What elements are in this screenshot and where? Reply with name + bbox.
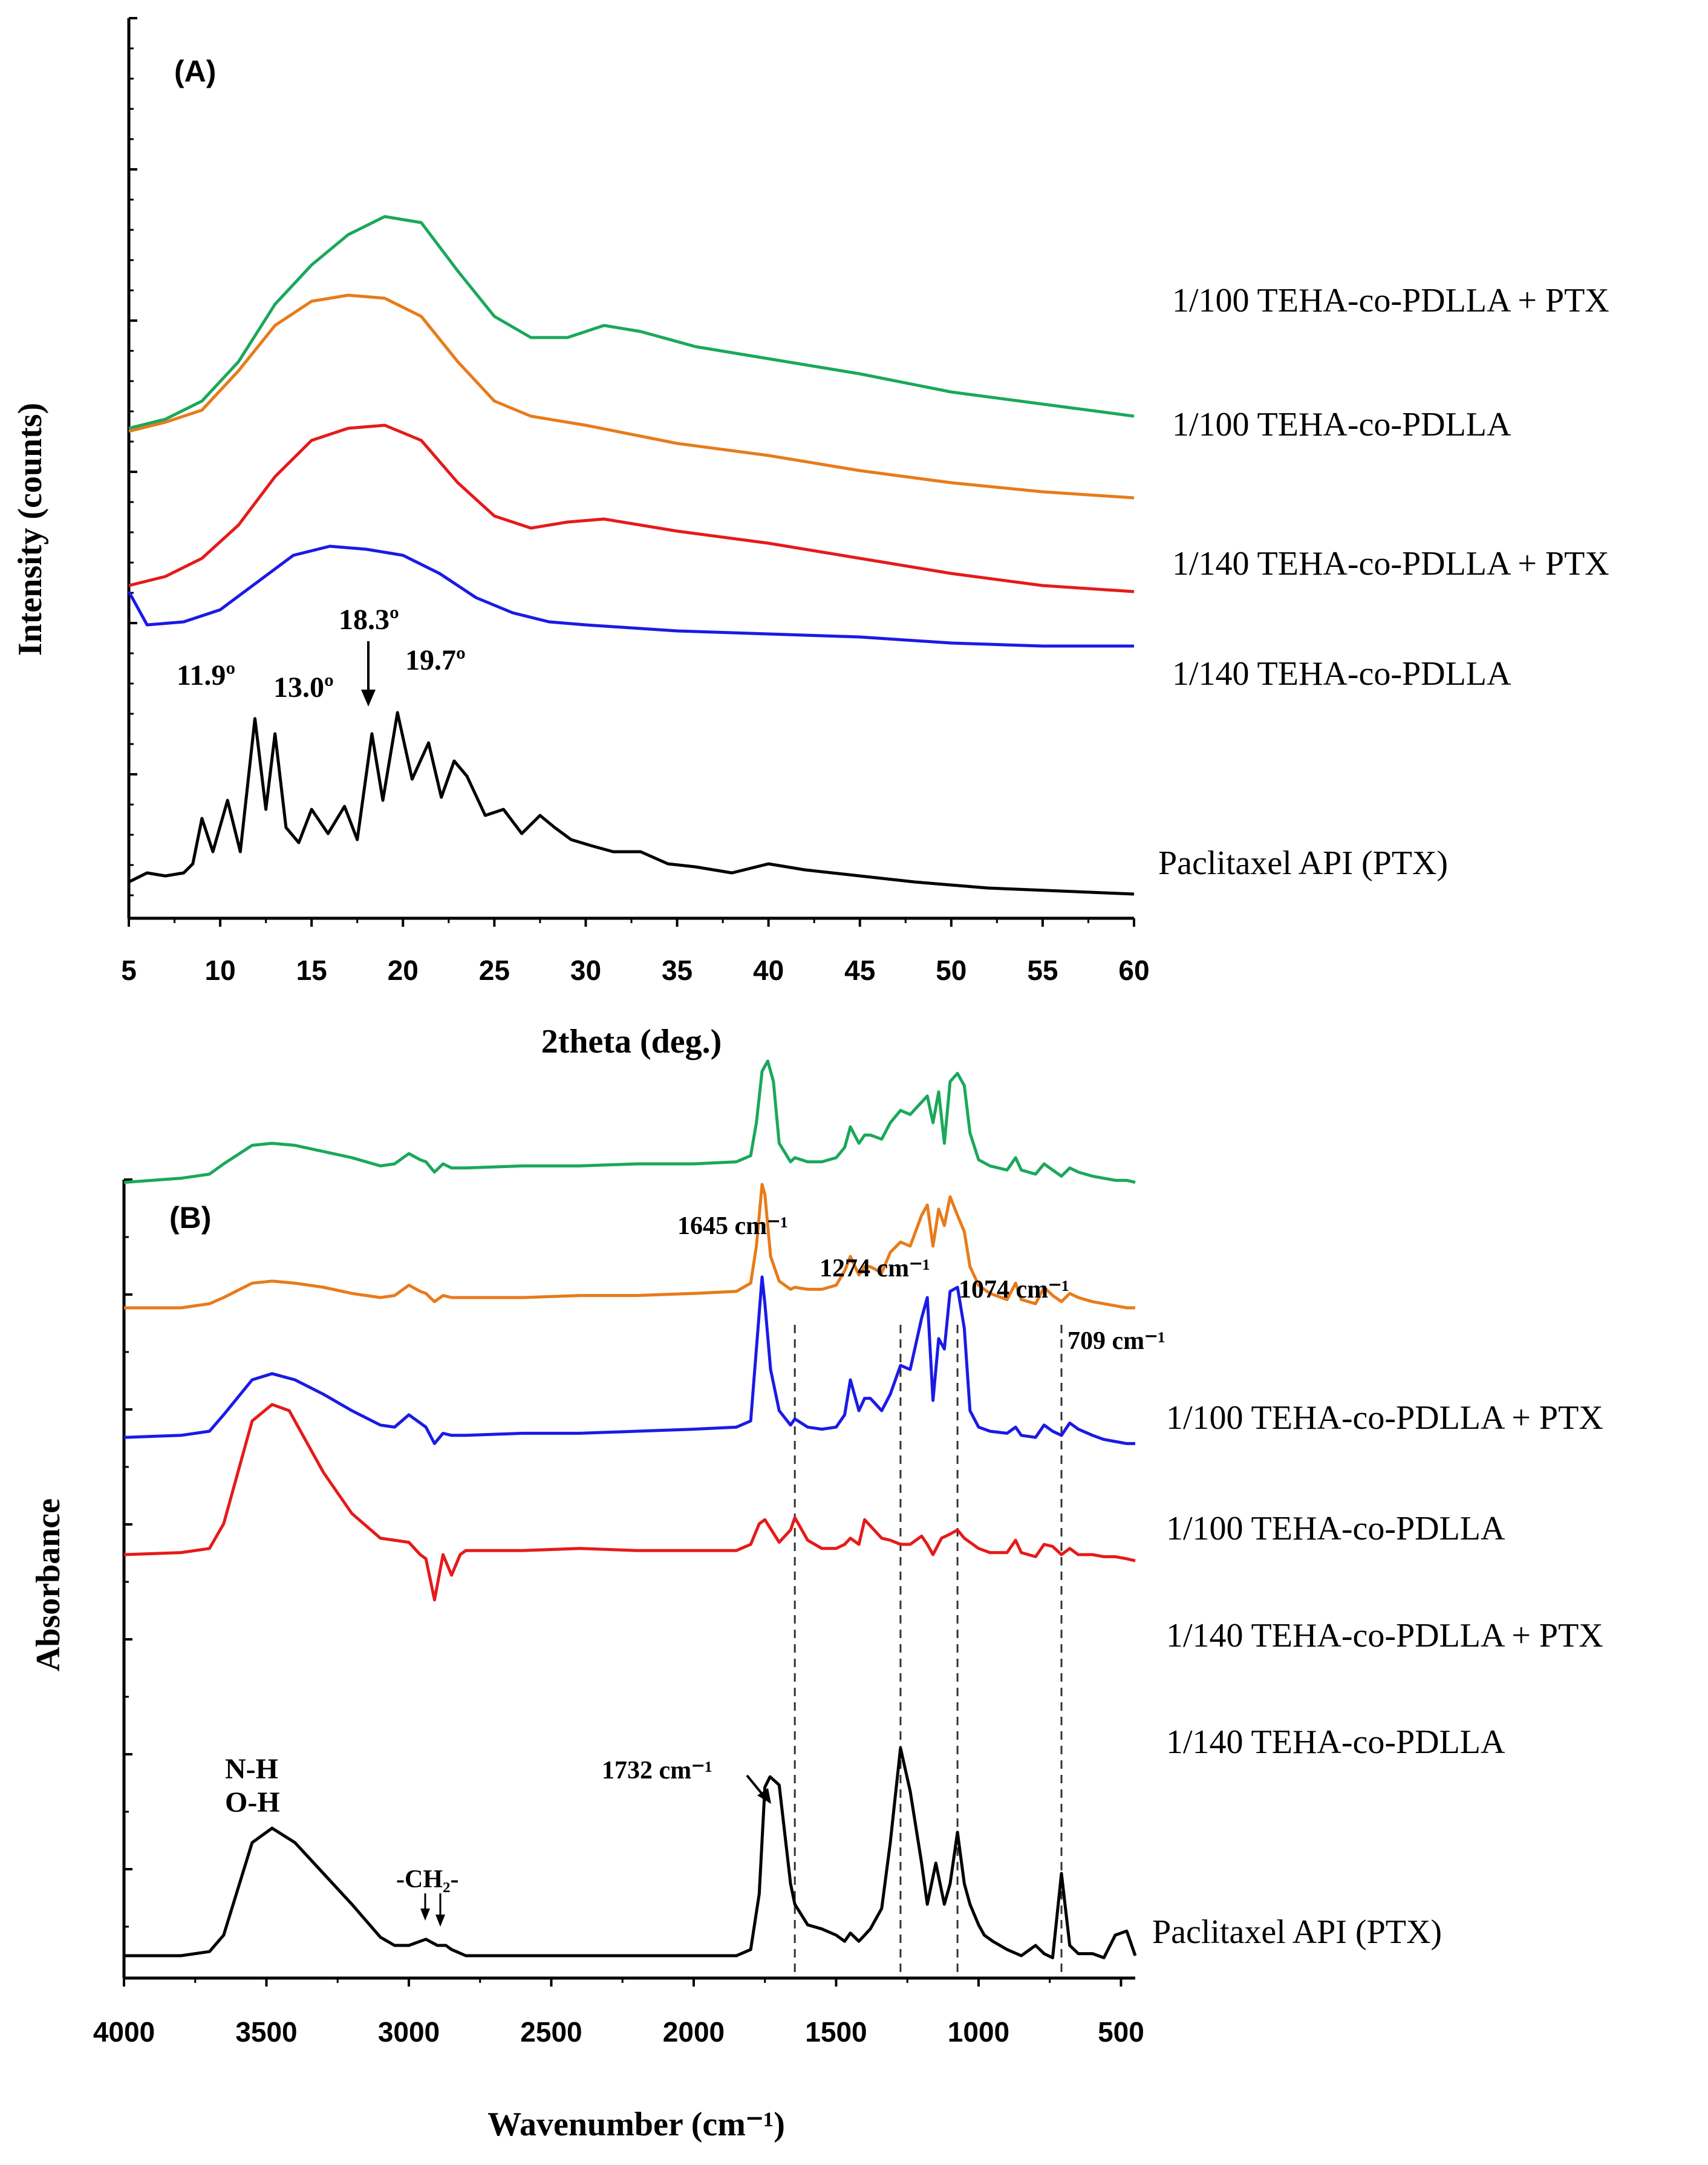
- panel-b-series-1-140-teha-co-pdlla-ptx: [123, 1275, 1135, 1445]
- panel-a-series-1-140-teha-co-pdlla: [127, 544, 1134, 648]
- band-annotation-1074: 1074 cm⁻¹: [959, 1276, 1069, 1304]
- panel-a-series-label-1-100-teha-co-pdlla: 1/100 TEHA-co-PDLLA: [1172, 406, 1511, 443]
- panel-a-y-ticks: [129, 17, 137, 896]
- panel-a-series-1-140-teha-co-pdlla-ptx: [128, 423, 1135, 593]
- panel-b-reference-lines: [794, 1325, 1063, 1978]
- panel-a-x-tick-label: 40: [753, 955, 784, 986]
- panel-a-x-tick-label: 25: [479, 955, 510, 986]
- panel-a-x-ticks: 5 10 15 20 25 30 35 40 45 50 55 60: [121, 918, 1150, 986]
- panel-a-x-tick-label: 60: [1118, 955, 1149, 986]
- band-annotation-o-h: O-H: [225, 1786, 280, 1818]
- peak-annotation-19-7: 19.7º: [405, 644, 466, 676]
- band-annotation-1732: 1732 cm⁻¹: [602, 1757, 712, 1785]
- panel-b: 4000 3500 3000 2500 2000 1500 1000 500 Paclitax…: [30, 1059, 1603, 2143]
- panel-b-series-label-1-140-teha-co-pdlla-ptx: 1/140 TEHA-co-PDLLA + PTX: [1166, 1617, 1603, 1654]
- panel-b-x-tick-label: 4000: [93, 2016, 155, 2048]
- panel-b-x-tick-label: 3500: [235, 2016, 297, 2048]
- band-annotation-ch2: -CH₂-: [396, 1866, 459, 1893]
- band-annotation-n-h: N-H: [225, 1753, 278, 1785]
- panel-b-label: (B): [169, 1201, 211, 1235]
- panel-a-x-tick-label: 5: [121, 955, 137, 986]
- band-annotation-1274: 1274 cm⁻¹: [820, 1255, 930, 1282]
- panel-a-series-label-1-100-teha-co-pdlla-ptx: 1/100 TEHA-co-PDLLA + PTX: [1172, 282, 1609, 319]
- panel-b-y-ticks: [124, 1178, 132, 1928]
- panel-a-series-1-100-teha-co-pdlla-ptx: [128, 215, 1135, 430]
- band-arrow-1732: [746, 1774, 771, 1804]
- panel-a-series-label-1-140-teha-co-pdlla-ptx: 1/140 TEHA-co-PDLLA + PTX: [1172, 545, 1609, 583]
- panel-b-series-label-1-100-teha-co-pdlla: 1/100 TEHA-co-PDLLA: [1166, 1510, 1505, 1547]
- panel-a-label: (A): [174, 54, 216, 88]
- panel-b-x-tick-label: 2500: [520, 2016, 582, 2048]
- band-arrows-ch2: [420, 1893, 445, 1927]
- panel-b-x-axis-title: Wavenumber (cm⁻¹): [487, 2106, 785, 2143]
- panel-b-x-tick-label: 3000: [378, 2016, 440, 2048]
- panel-a-x-tick-label: 35: [662, 955, 693, 986]
- panel-b-series-1-100-teha-co-pdlla-ptx: [123, 1059, 1136, 1184]
- panel-b-series-label-paclitaxel-api-ptx: Paclitaxel API (PTX): [1152, 1913, 1442, 1951]
- panel-a-x-tick-label: 50: [936, 955, 966, 986]
- panel-b-x-tick-label: 2000: [663, 2016, 725, 2048]
- panel-a-x-tick-label: 20: [388, 955, 419, 986]
- peak-annotation-18-3: 18.3º: [339, 604, 399, 636]
- panel-a-y-axis-title: Intensity (counts): [11, 403, 49, 656]
- panel-b-x-tick-label: 500: [1098, 2016, 1144, 2048]
- panel-b-y-axis-title: Absorbance: [30, 1498, 67, 1671]
- panel-a-x-tick-label: 55: [1027, 955, 1058, 986]
- panel-a-x-tick-label: 10: [205, 955, 236, 986]
- panel-a-x-tick-label: 45: [844, 955, 875, 986]
- panel-b-x-tick-label: 1500: [805, 2016, 867, 2048]
- panel-a-series-labels: Paclitaxel API (PTX) 1/140 TEHA-co-PDLLA 1…: [1158, 282, 1609, 882]
- panel-b-x-tick-label: 1000: [948, 2016, 1009, 2048]
- panel-a-series: [127, 215, 1135, 896]
- panel-b-series: [123, 1059, 1137, 1959]
- panel-b-series-1-140-teha-co-pdlla: [123, 1403, 1136, 1602]
- panel-a-x-tick-label: 30: [570, 955, 601, 986]
- panel-b-series-label-1-100-teha-co-pdlla-ptx: 1/100 TEHA-co-PDLLA + PTX: [1166, 1399, 1603, 1437]
- peak-arrow-18-3: [361, 641, 376, 707]
- panel-a-x-tick-label: 15: [296, 955, 327, 986]
- band-annotation-1645: 1645 cm⁻¹: [677, 1212, 788, 1240]
- panel-a-series-label-paclitaxel-api-ptx: Paclitaxel API (PTX): [1158, 844, 1448, 882]
- panel-a-series-paclitaxel-api-ptx: [128, 711, 1135, 896]
- panel-b-series-label-1-140-teha-co-pdlla: 1/140 TEHA-co-PDLLA: [1166, 1723, 1505, 1761]
- panel-a-x-axis-title: 2theta (deg.): [541, 1023, 722, 1060]
- panel-b-x-ticks: 4000 3500 3000 2500 2000 1500 1000 500: [93, 1978, 1144, 2048]
- panel-a: 5 10 15 20 25 30 35 40 45 50 55 60 Paclitaxel API (…: [11, 17, 1609, 1060]
- panel-b-series-labels: Paclitaxel API (PTX) 1/140 TEHA-co-PDLLA 1…: [1152, 1399, 1603, 1951]
- peak-annotation-11-9: 11.9º: [177, 659, 235, 691]
- peak-annotation-13-0: 13.0º: [273, 671, 334, 704]
- panel-b-series-1-100-teha-co-pdlla: [124, 1183, 1135, 1310]
- panel-b-series-paclitaxel-api-ptx: [124, 1746, 1137, 1959]
- panel-a-series-label-1-140-teha-co-pdlla: 1/140 TEHA-co-PDLLA: [1172, 655, 1511, 693]
- panel-a-series-1-100-teha-co-pdlla: [128, 293, 1135, 500]
- band-annotation-709: 709 cm⁻¹: [1068, 1327, 1165, 1355]
